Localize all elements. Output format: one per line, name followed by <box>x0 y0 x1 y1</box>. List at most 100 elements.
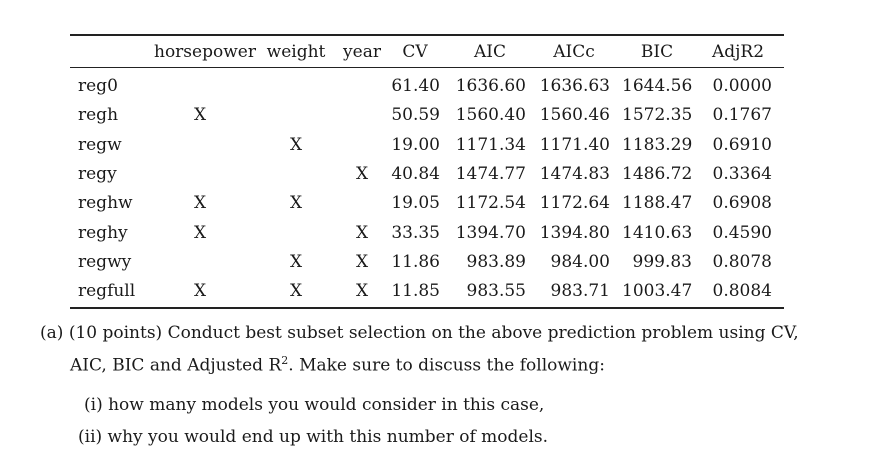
header-aic: AIC <box>474 42 506 62</box>
question-line-1: (a) (10 points) Conduct best subset sele… <box>40 320 860 347</box>
aic-value: 1636.60 <box>455 76 526 96</box>
table-row: reg0 61.40 1636.60 1636.63 1644.56 0.0000 <box>70 71 784 101</box>
aic-value: 1172.54 <box>455 193 526 214</box>
cv-value: 33.35 <box>391 222 440 243</box>
weight-mark <box>262 71 330 101</box>
aicc-value: 1560.46 <box>539 105 610 126</box>
bic-value: 1188.47 <box>622 193 693 214</box>
cv-value: 11.86 <box>391 251 440 272</box>
table-top-rule <box>70 34 784 36</box>
adjr2-value: 0.6908 <box>712 193 772 214</box>
adjr2-value: 0.0000 <box>712 76 772 96</box>
bic-value: 1572.35 <box>622 105 693 126</box>
aicc-value: 1636.63 <box>539 76 610 96</box>
aicc-value: 983.71 <box>550 281 610 302</box>
question-text-2b: . Make sure to discuss the following: <box>288 355 605 376</box>
question-text-1: (10 points) Conduct best subset selectio… <box>68 323 799 343</box>
subquestion-i: (i) how many models you would consider i… <box>84 392 544 418</box>
row-name: reg0 <box>78 76 118 96</box>
subquestion-ii: (ii) why you would end up with this numb… <box>78 424 548 450</box>
row-name: reghw <box>78 193 133 214</box>
subquestion-label: (i) <box>84 395 103 415</box>
adjr2-value: 0.8084 <box>712 281 772 302</box>
aic-value: 1560.40 <box>455 105 526 126</box>
bic-value: 999.83 <box>632 251 692 272</box>
table-row: regw X 19.00 1171.34 1171.40 1183.29 0.6910 <box>70 130 784 160</box>
aic-value: 1171.34 <box>455 134 526 155</box>
row-name: regh <box>78 105 119 126</box>
year-mark <box>340 71 384 101</box>
cv-value: 19.05 <box>391 193 440 214</box>
bic-value: 1003.47 <box>622 281 693 302</box>
table-row: regwy X X 11.86 983.89 984.00 999.83 0.8078 <box>70 247 784 277</box>
table-row: reghy X X 33.35 1394.70 1394.80 1410.63 0.4590 <box>70 218 784 248</box>
header-horsepower: horsepower <box>154 42 256 62</box>
year-mark: X <box>355 281 369 302</box>
question-superscript: 2 <box>281 354 289 367</box>
question-text-2a: AIC, BIC and Adjusted R <box>70 355 282 376</box>
year-mark: X <box>355 251 369 272</box>
subquestion-text: how many models you would consider in th… <box>108 395 545 415</box>
row-name: regwy <box>78 251 132 272</box>
aic-value: 1474.77 <box>455 163 526 184</box>
cv-value: 50.59 <box>391 105 440 126</box>
adjr2-value: 0.1767 <box>712 105 772 126</box>
aicc-value: 1171.40 <box>539 134 610 155</box>
question-a: (a) (10 points) Conduct best subset sele… <box>40 320 860 380</box>
aicc-value: 1172.64 <box>539 193 610 214</box>
horsepower-mark: X <box>193 193 207 214</box>
header-year: year <box>343 42 381 62</box>
cv-value: 11.85 <box>391 281 440 302</box>
weight-mark <box>262 159 330 189</box>
row-name: regw <box>78 134 122 155</box>
adjr2-value: 0.3364 <box>712 163 772 184</box>
horsepower-mark: X <box>193 105 207 126</box>
subquestion-label: (ii) <box>78 427 103 447</box>
header-weight: weight <box>266 42 326 62</box>
question-line-2: AIC, BIC and Adjusted R2. Make sure to d… <box>40 347 860 380</box>
table-header-rule <box>70 67 784 68</box>
cv-value: 19.00 <box>391 134 440 155</box>
adjr2-value: 0.6910 <box>712 134 772 155</box>
header-bic: BIC <box>640 42 674 62</box>
aic-value: 983.89 <box>466 251 526 272</box>
cv-value: 61.40 <box>391 76 440 96</box>
table-row: regh X 50.59 1560.40 1560.46 1572.35 0.1767 <box>70 100 784 130</box>
adjr2-value: 0.8078 <box>712 251 772 272</box>
row-name: regfull <box>78 281 136 302</box>
table-row: regfull X X X 11.85 983.55 983.71 1003.47 0.8084 <box>70 276 784 306</box>
header-cv: CV <box>402 42 428 62</box>
weight-mark <box>262 100 330 130</box>
aic-value: 983.55 <box>466 281 526 302</box>
weight-mark: X <box>289 134 303 155</box>
horsepower-mark <box>154 71 246 101</box>
year-mark: X <box>355 222 369 243</box>
aic-value: 1394.70 <box>455 222 526 243</box>
row-name: regy <box>78 163 117 184</box>
table-bottom-rule <box>70 307 784 309</box>
subquestion-text: why you would end up with this number of… <box>107 427 549 447</box>
horsepower-mark <box>154 247 246 277</box>
header-adjr2: AdjR2 <box>711 42 765 62</box>
row-name: reghy <box>78 222 128 243</box>
year-mark <box>340 130 384 160</box>
weight-mark: X <box>289 281 303 302</box>
question-label: (a) <box>40 323 64 343</box>
adjr2-value: 0.4590 <box>712 222 772 243</box>
header-aicc: AICc <box>553 42 595 62</box>
aicc-value: 984.00 <box>550 251 610 272</box>
table-row: reghw X X 19.05 1172.54 1172.64 1188.47 0.6908 <box>70 188 784 218</box>
year-mark <box>340 100 384 130</box>
year-mark: X <box>355 163 369 184</box>
horsepower-mark <box>154 159 246 189</box>
horsepower-mark: X <box>193 222 207 243</box>
cv-value: 40.84 <box>391 163 440 184</box>
aicc-value: 1474.83 <box>539 163 610 184</box>
table-header-row: horsepower weight year CV AIC AICc BIC A… <box>70 37 784 67</box>
bic-value: 1644.56 <box>622 76 693 96</box>
bic-value: 1183.29 <box>622 134 693 155</box>
aicc-value: 1394.80 <box>539 222 610 243</box>
weight-mark: X <box>289 193 303 214</box>
bic-value: 1486.72 <box>622 163 693 184</box>
horsepower-mark: X <box>193 281 207 302</box>
